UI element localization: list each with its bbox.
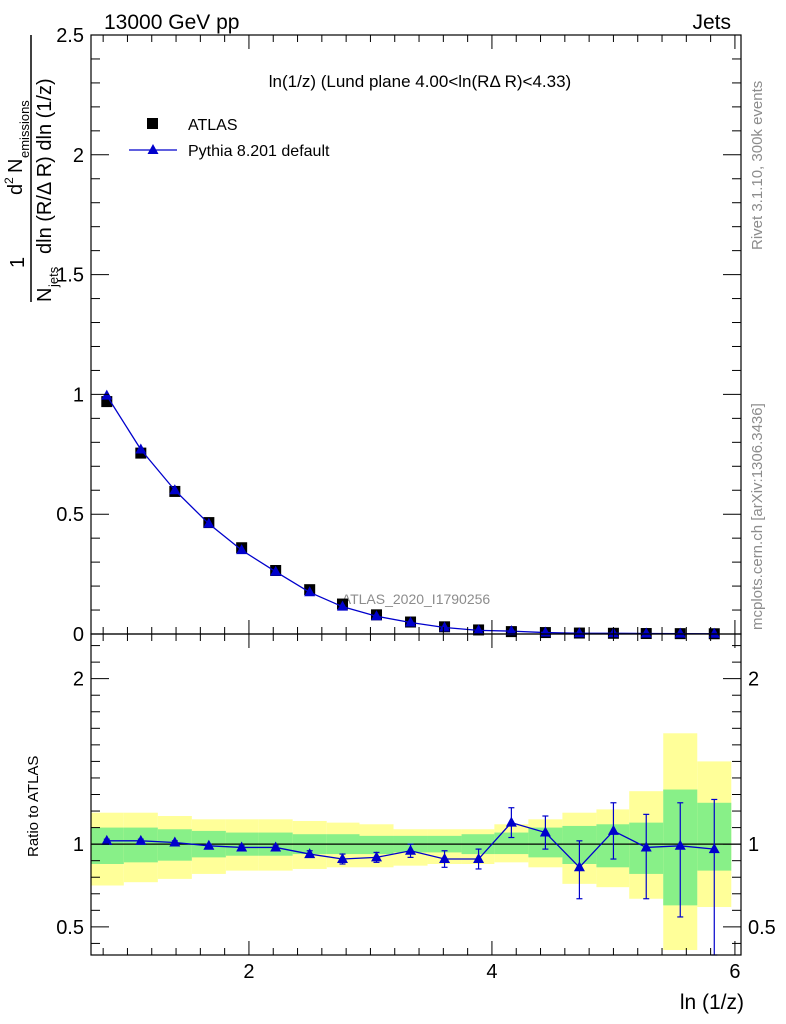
green-band-12 — [494, 832, 529, 855]
top-y-tick-label-5: 2.5 — [56, 25, 84, 47]
legend-pythia-label: Pythia 8.201 default — [188, 143, 330, 160]
legend-atlas-label: ATLAS — [188, 117, 238, 134]
ratio-point-15 — [607, 824, 619, 835]
ratio-y-tick-label-right-2: 2 — [748, 669, 759, 691]
top-y-tick-label-0: 0 — [73, 624, 84, 646]
legend-atlas-marker — [147, 118, 158, 129]
pythia-point-5 — [270, 565, 282, 576]
mcplots-reference-label: mcplots.cern.ch [arXiv:1306.3436] — [749, 403, 766, 630]
ratio-point-18 — [708, 843, 720, 854]
pythia-point-7 — [336, 600, 348, 611]
ratio-point-0 — [101, 834, 113, 845]
top-y-tick-label-4: 2 — [73, 145, 84, 167]
ratio-point-9 — [405, 844, 417, 855]
top-y-axis-label: 1 N jets dln (R/Δ R) dln (1/z) d 2 N emi… — [2, 35, 61, 302]
pythia-point-18 — [708, 627, 720, 638]
ratio-y-tick-label-left-1: 1 — [73, 834, 84, 856]
ylabel-d-sup: 2 — [2, 177, 16, 184]
ratio-point-14 — [573, 861, 585, 872]
ratio-point-10 — [439, 853, 451, 864]
ylabel-frac-den: N — [34, 288, 56, 302]
ratio-point-2 — [169, 836, 181, 847]
pythia-point-10 — [439, 621, 451, 632]
ratio-point-12 — [505, 816, 517, 827]
pythia-point-11 — [473, 624, 485, 635]
ylabel-frac-num: 1 — [7, 257, 29, 268]
x-tick-label-0: 2 — [243, 961, 254, 983]
top-y-tick-label-2: 1 — [73, 384, 84, 406]
ratio-point-3 — [203, 839, 215, 850]
ratio-y-tick-label-left-0: 0.5 — [56, 917, 84, 939]
ratio-panel-series — [101, 798, 720, 956]
ylabel-d: d — [5, 184, 27, 195]
atlas-point-0 — [101, 396, 113, 408]
pythia-point-9 — [405, 616, 417, 627]
ratio-point-1 — [135, 834, 147, 845]
ylabel-denominator-group: N jets dln (R/Δ R) dln (1/z) — [34, 78, 61, 302]
x-tick-label-2: 6 — [729, 961, 740, 983]
green-band-1 — [123, 827, 158, 863]
ratio-point-16 — [640, 841, 652, 852]
ylabel-denominator: dln (R/Δ R) dln (1/z) — [34, 78, 56, 254]
x-axis-label: ln (1/z) — [680, 991, 744, 1014]
header-energy-label: 13000 GeV pp — [104, 11, 239, 34]
pythia-point-17 — [674, 627, 686, 638]
ratio-y-tick-label-right-0: 0.5 — [748, 917, 776, 939]
axes: 2 4 6 0 0.5 1 1.5 2 2.5 0.5 0.5 1 1 2 2 — [56, 25, 776, 983]
pythia-point-1 — [135, 443, 147, 454]
ratio-y-axis-label: Ratio to ATLAS — [25, 756, 42, 857]
pythia-point-12 — [505, 625, 517, 636]
ylabel-numerator-group: d 2 N emissions — [2, 100, 32, 195]
green-band-0 — [91, 827, 124, 864]
rivet-version-label: Rivet 3.1.10, 300k events — [749, 81, 766, 250]
analysis-watermark: ATLAS_2020_I1790256 — [342, 591, 491, 607]
top-y-tick-label-1: 0.5 — [56, 504, 84, 526]
pythia-point-4 — [236, 544, 248, 555]
pythia-point-8 — [371, 610, 383, 621]
x-tick-label-1: 4 — [486, 961, 497, 983]
pythia-point-14 — [573, 627, 585, 638]
ratio-point-7 — [336, 853, 348, 864]
ratio-point-8 — [371, 851, 383, 862]
ratio-point-6 — [304, 848, 316, 859]
pythia-point-16 — [640, 627, 652, 638]
ratio-point-13 — [539, 826, 551, 837]
ratio-point-17 — [674, 839, 686, 850]
top-panel-title: ln(1/z) (Lund plane 4.00<ln(RΔ R)<4.33) — [269, 72, 571, 91]
ratio-y-tick-label-left-2: 2 — [73, 669, 84, 691]
ratio-point-11 — [473, 853, 485, 864]
green-band-8 — [359, 835, 394, 855]
pythia-point-2 — [169, 484, 181, 495]
ratio-y-tick-label-right-1: 1 — [748, 834, 759, 856]
pythia-point-3 — [203, 517, 215, 528]
header-process-label: Jets — [692, 11, 731, 34]
top-y-tick-label-3: 1.5 — [56, 265, 84, 287]
legend-pythia-marker — [147, 144, 159, 154]
ylabel-n-sub: emissions — [17, 100, 32, 158]
ylabel-n: N — [5, 159, 27, 173]
ratio-point-4 — [236, 841, 248, 852]
ratio-point-5 — [270, 841, 282, 852]
legend: ATLAS Pythia 8.201 default — [129, 117, 330, 160]
ylabel-frac-den-sub: jets — [46, 266, 61, 288]
pythia-point-6 — [304, 586, 316, 597]
